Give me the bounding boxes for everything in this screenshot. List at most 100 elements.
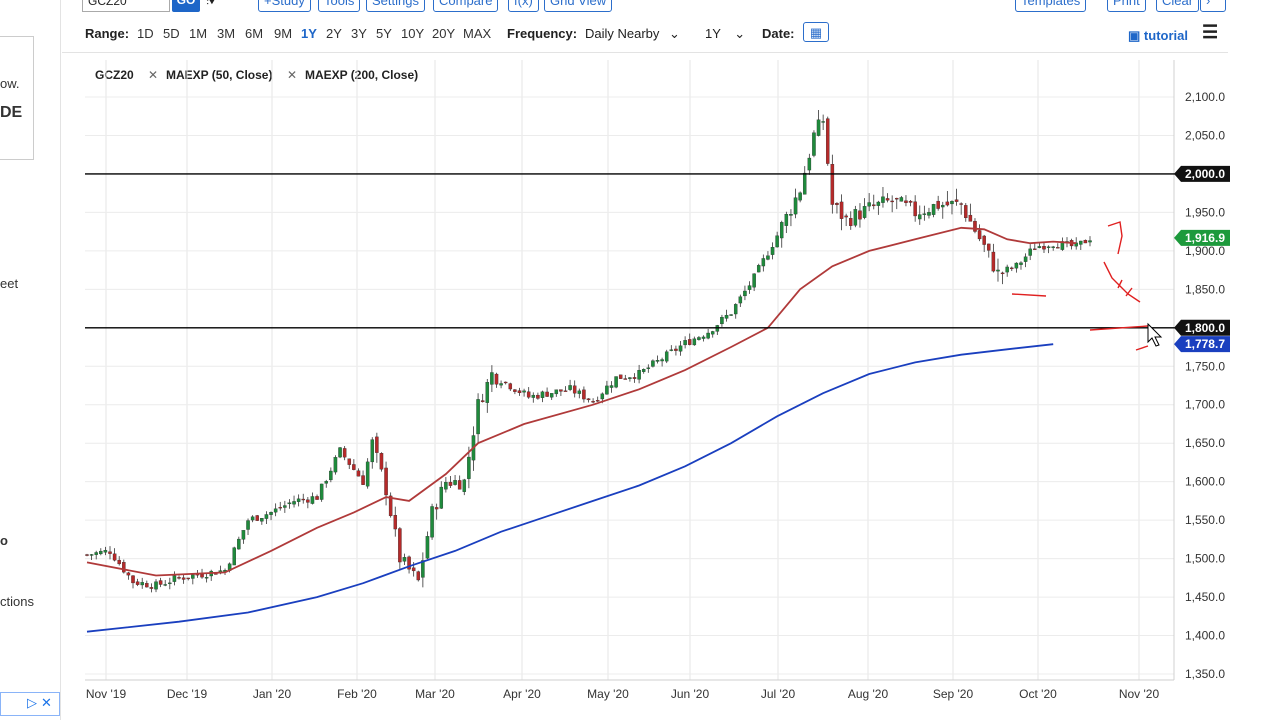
candle-body (950, 200, 954, 205)
compare-button[interactable]: Compare (433, 0, 499, 12)
candle-body (821, 121, 825, 123)
range-3m[interactable]: 3M (217, 26, 236, 41)
candle-body (839, 201, 844, 219)
candle-body (411, 567, 416, 572)
range-1m[interactable]: 1M (189, 26, 208, 41)
candle-body (1014, 262, 1019, 269)
candle-body (623, 378, 628, 380)
annotation-stroke (1089, 325, 1149, 331)
range-6m[interactable]: 6M (245, 26, 264, 41)
candle-body (720, 317, 724, 325)
hand-drawn-annotations (1011, 221, 1149, 351)
candle-body (490, 372, 494, 385)
candle-body (85, 554, 89, 556)
candle-body (830, 164, 835, 205)
candle-body (853, 209, 858, 226)
candle-body (849, 218, 853, 226)
candle-body (425, 536, 430, 559)
hamburger-menu-icon[interactable]: ☰ (1202, 22, 1219, 42)
next-arrow-icon[interactable]: › (1200, 0, 1226, 12)
candle-body (204, 577, 209, 579)
toolbar-divider (62, 52, 1228, 53)
go-button[interactable]: GO (172, 0, 200, 12)
candle-body (407, 556, 411, 570)
period-select[interactable]: 1Y ⌄ (705, 26, 745, 42)
range-1d[interactable]: 1D (137, 26, 154, 41)
study-button[interactable]: +Study (258, 0, 311, 12)
candle-body (968, 214, 973, 222)
x-tick-label: Apr '20 (503, 687, 541, 701)
range-1y[interactable]: 1Y (301, 26, 317, 41)
candle-body (421, 560, 425, 578)
tutorial-link[interactable]: ▣ tutorial (1128, 28, 1188, 44)
candle-body (310, 496, 315, 504)
frequency-select[interactable]: Daily Nearby ⌄ (585, 26, 680, 42)
candle-body (273, 508, 278, 513)
candle-body (710, 331, 715, 335)
range-10y[interactable]: 10Y (401, 26, 425, 41)
candle-body (922, 213, 927, 215)
candle-body (605, 385, 609, 395)
candle-body (766, 255, 770, 260)
candle-body (1037, 246, 1042, 248)
tools-button[interactable]: Tools (318, 0, 361, 12)
ad-choices-box[interactable]: ▷ ✕ (0, 692, 60, 716)
remove-study-icon[interactable]: ✕ (287, 68, 298, 82)
price-badges: 2,000.0 1,800.0 1,916.9 1,778.7 (1174, 165, 1230, 353)
candle-body (674, 348, 678, 351)
candle-body (632, 377, 637, 379)
candle-body (825, 118, 830, 164)
ad-choices-icon[interactable]: ▷ (27, 695, 37, 710)
x-axis: Nov '19 Dec '19 Jan '20 Feb '20 Mar '20 Apr '… (85, 679, 1174, 701)
range-9m[interactable]: 9M (274, 26, 293, 41)
candle-body (370, 439, 375, 463)
range-5y[interactable]: 5Y (376, 26, 392, 41)
left-ad-box[interactable] (0, 36, 34, 160)
clear-button[interactable]: Clear (1156, 0, 1200, 12)
date-label: Date: (762, 26, 795, 41)
fx-button[interactable]: f(x) (508, 0, 539, 12)
candle-body (789, 214, 793, 216)
candle-body (568, 385, 572, 390)
templates-button[interactable]: Templates (1015, 0, 1087, 12)
remove-study-icon[interactable]: ✕ (148, 68, 159, 82)
x-tick-label: Sep '20 (933, 687, 974, 701)
candle-body (140, 582, 144, 586)
range-2y[interactable]: 2Y (326, 26, 342, 41)
legend-study-ma50[interactable]: MAEXP (50, Close) (166, 68, 273, 82)
candle-body (964, 205, 968, 219)
candle-body (687, 339, 692, 345)
range-max[interactable]: MAX (463, 26, 492, 41)
price-badge-label: 1,800.0 (1185, 321, 1225, 335)
candle-body (361, 475, 365, 485)
print-button[interactable]: Print (1107, 0, 1146, 12)
x-tick-label: Feb '20 (337, 687, 377, 701)
range-20y[interactable]: 20Y (432, 26, 456, 41)
candle-body (237, 538, 241, 550)
symbol-input[interactable]: GCZ20 (82, 0, 170, 12)
x-tick-label: Jan '20 (253, 687, 292, 701)
candle-body (954, 199, 959, 202)
range-5d[interactable]: 5D (163, 26, 180, 41)
settings-button[interactable]: Settings (366, 0, 425, 12)
price-badge (1174, 336, 1230, 353)
candle-body (122, 562, 126, 573)
candle-body (522, 390, 526, 393)
ad-close-icon[interactable]: ✕ (41, 695, 52, 710)
candle-body (416, 571, 421, 581)
ma200-line (86, 343, 1054, 633)
candle-body (899, 197, 904, 202)
candle-body (526, 391, 531, 398)
legend-study-ma200[interactable]: MAEXP (200, Close) (305, 68, 419, 82)
candle-body (559, 389, 563, 392)
x-tick-label: Dec '19 (167, 687, 208, 701)
y-tick-label: 1,900.0 (1185, 244, 1225, 258)
grid-view-button[interactable]: Grid View (544, 0, 613, 12)
left-fragment-1: ow. (0, 76, 20, 91)
chart-type-icon[interactable]: ⫶▾ (206, 0, 215, 8)
range-3y[interactable]: 3Y (351, 26, 367, 41)
calendar-icon[interactable]: ▦ (803, 22, 829, 42)
candle-body (1051, 246, 1055, 248)
candle-body (117, 559, 121, 565)
